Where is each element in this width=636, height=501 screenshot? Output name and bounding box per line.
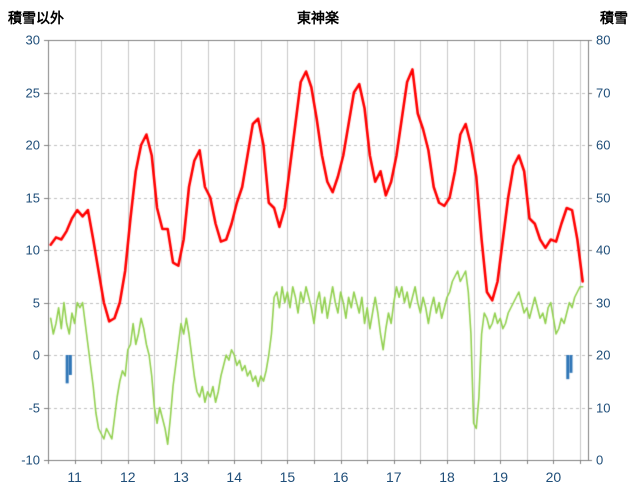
x-axis-label: 20: [545, 469, 562, 485]
x-axis-label: 13: [173, 469, 189, 485]
y-axis-right-label: 20: [596, 347, 611, 363]
y-axis-left-label: 25: [25, 85, 40, 100]
y-axis-left-label: 10: [25, 242, 40, 258]
y-axis-right-label: 70: [596, 85, 611, 100]
y-axis-left-label: 15: [25, 190, 40, 205]
y-axis-left-label: -10: [21, 452, 40, 468]
y-axis-left-label: 0: [32, 347, 40, 363]
x-axis-label: 19: [492, 469, 508, 485]
y-axis-right-label: 0: [596, 452, 604, 468]
y-axis-left-label: 20: [25, 137, 40, 153]
y-axis-right-label: 60: [596, 137, 611, 153]
y-axis-right-label: 30: [596, 295, 611, 310]
x-axis-label: 18: [439, 469, 455, 485]
y-axis-left-label: 30: [25, 32, 40, 48]
y-axis-left-label: -5: [28, 400, 40, 415]
y-axis-right-label: 40: [596, 242, 611, 258]
x-axis-label: 17: [386, 469, 402, 485]
x-axis-label: 12: [120, 469, 136, 485]
x-axis-label: 16: [332, 469, 349, 485]
x-axis-label: 14: [226, 469, 242, 485]
y-axis-right-label: 10: [596, 400, 611, 415]
y-axis-right-label: 80: [596, 32, 611, 48]
y-axis-right-label: 50: [596, 190, 611, 205]
y-axis-left-label: 5: [32, 295, 40, 310]
x-axis-label: 15: [279, 469, 296, 485]
x-axis-label: 11: [67, 469, 82, 485]
